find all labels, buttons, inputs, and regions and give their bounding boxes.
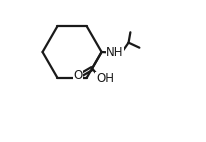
Text: OH: OH [96, 72, 114, 85]
Text: NH: NH [106, 46, 124, 59]
Text: O: O [73, 69, 83, 82]
